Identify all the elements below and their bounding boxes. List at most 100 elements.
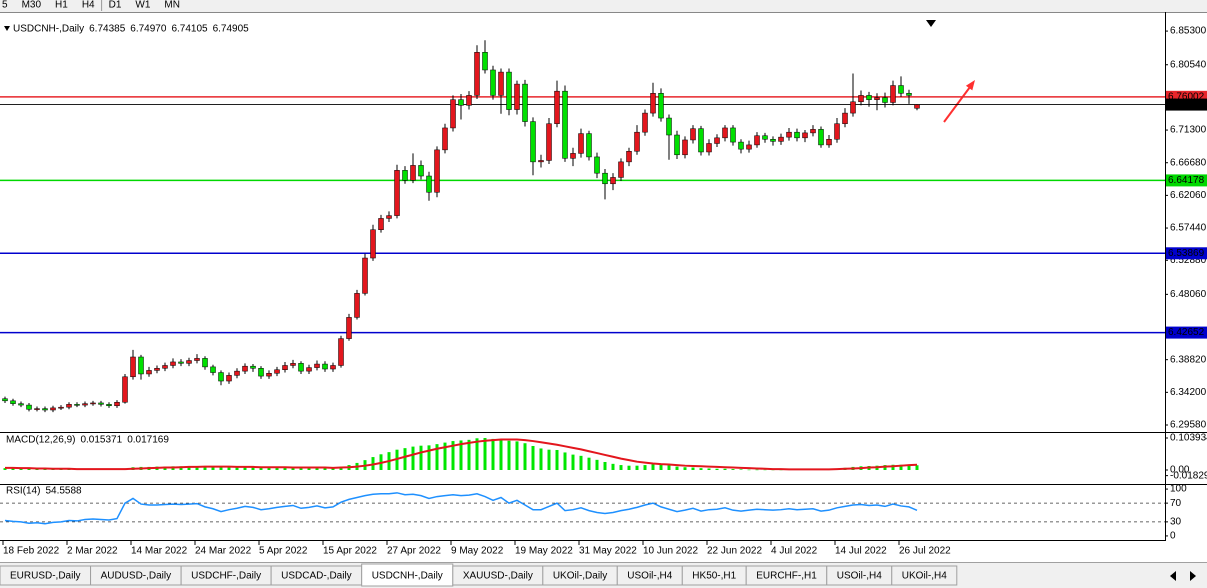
tab-label[interactable]: USOil-,H4 bbox=[837, 571, 882, 582]
y-tick-label: 6.80540 bbox=[1170, 59, 1207, 70]
candle-body bbox=[114, 401, 120, 407]
tab-label[interactable]: USDCHF-,Daily bbox=[191, 571, 261, 582]
x-tick-label: 14 Mar 2022 bbox=[131, 546, 188, 557]
tab-label[interactable]: USDCNH-,Daily bbox=[372, 571, 443, 582]
candle-body bbox=[474, 52, 480, 96]
candle-body bbox=[874, 97, 880, 100]
annotation-arrow-head bbox=[965, 80, 975, 91]
macd-bar bbox=[667, 465, 671, 470]
timeframe-button[interactable]: H1 bbox=[55, 0, 68, 11]
candle-body bbox=[418, 165, 424, 177]
chart-area bbox=[0, 12, 1207, 562]
timeframe-button[interactable]: M30 bbox=[22, 0, 42, 11]
x-tick-label: 19 May 2022 bbox=[515, 546, 573, 557]
tab-label[interactable]: USDCAD-,Daily bbox=[281, 571, 352, 582]
macd-signal-line bbox=[5, 438, 918, 471]
macd-bar bbox=[891, 464, 895, 470]
macd-bar bbox=[43, 469, 47, 470]
candle-body bbox=[642, 112, 648, 133]
tab-scroll-right[interactable] bbox=[1190, 571, 1196, 581]
candle-body bbox=[194, 358, 200, 361]
macd-bar bbox=[411, 446, 415, 470]
macd-bar bbox=[283, 467, 287, 470]
candle-body bbox=[618, 161, 624, 178]
x-tick-label: 15 Apr 2022 bbox=[323, 546, 377, 557]
macd-bar bbox=[331, 467, 335, 470]
x-tick-label: 27 Apr 2022 bbox=[387, 546, 441, 557]
candle-body bbox=[250, 365, 256, 369]
candle-body bbox=[106, 404, 112, 407]
timeframe-button[interactable]: W1 bbox=[135, 0, 150, 11]
candle-body bbox=[698, 128, 704, 153]
macd-bar bbox=[755, 469, 759, 471]
candle-body bbox=[314, 363, 320, 368]
candle-body bbox=[338, 338, 344, 366]
candle-body bbox=[218, 372, 224, 382]
macd-bar bbox=[643, 465, 647, 470]
price-tag-label: 6.53869 bbox=[1168, 248, 1205, 259]
timeframe-button[interactable]: D1 bbox=[109, 0, 122, 11]
timeframe-button[interactable]: MN bbox=[164, 0, 180, 11]
tab-label[interactable]: USOil-,H4 bbox=[627, 571, 672, 582]
candle-body bbox=[258, 368, 264, 377]
tab-label[interactable]: HK50-,H1 bbox=[692, 571, 736, 582]
candle-body bbox=[18, 403, 24, 406]
candle-body bbox=[498, 71, 504, 96]
open-value: 6.74385 bbox=[89, 24, 126, 35]
candle-body bbox=[234, 370, 240, 376]
tab-label[interactable]: EURUSD-,Daily bbox=[10, 571, 81, 582]
candle-body bbox=[162, 365, 168, 369]
candle-body bbox=[594, 156, 600, 174]
rsi-line bbox=[4, 492, 918, 525]
macd-bar bbox=[11, 468, 15, 470]
x-tick-label: 22 Jun 2022 bbox=[707, 546, 762, 557]
candle-body bbox=[58, 406, 64, 409]
candle-body bbox=[794, 131, 800, 139]
candle-body bbox=[186, 360, 192, 364]
candle-body bbox=[506, 71, 512, 110]
candle-body bbox=[202, 358, 208, 368]
tab-scroll-left[interactable] bbox=[1170, 571, 1176, 581]
candle-body bbox=[634, 131, 640, 152]
candle-body bbox=[434, 149, 440, 193]
y-tick-label: 70 bbox=[1170, 498, 1182, 509]
timeframe-button[interactable]: H4 bbox=[82, 0, 95, 11]
y-tick-label: -0.018297 bbox=[1170, 470, 1207, 481]
candle-body bbox=[554, 90, 560, 124]
high-value: 6.74970 bbox=[130, 24, 167, 35]
shift-marker bbox=[926, 20, 936, 27]
macd-bar bbox=[315, 467, 319, 470]
timeframe-button[interactable]: 5 bbox=[2, 0, 8, 11]
candle-body bbox=[738, 141, 744, 150]
candle-body bbox=[538, 160, 544, 163]
candle-body bbox=[674, 134, 680, 156]
candle-body bbox=[242, 365, 248, 372]
candle-body bbox=[810, 129, 816, 134]
candle-body bbox=[154, 368, 160, 371]
price-tag bbox=[1166, 98, 1207, 111]
tab[interactable] bbox=[891, 565, 958, 586]
macd-bar bbox=[227, 467, 231, 470]
candle-body bbox=[762, 135, 768, 140]
macd-bar bbox=[427, 445, 431, 470]
tab-label[interactable]: UKOil-,H4 bbox=[902, 571, 947, 582]
candle-body bbox=[522, 83, 528, 122]
macd-bar bbox=[275, 467, 279, 470]
tab-label[interactable]: XAUUSD-,Daily bbox=[463, 571, 533, 582]
toolbar bbox=[0, 0, 1207, 12]
y-tick-label: 0.00 bbox=[1170, 465, 1190, 476]
y-tick-label: 6.38820 bbox=[1170, 354, 1207, 365]
tab-label[interactable]: AUDUSD-,Daily bbox=[101, 571, 172, 582]
candle-body bbox=[306, 367, 312, 372]
candle-body bbox=[778, 136, 784, 142]
macd-bar bbox=[611, 463, 615, 470]
candle-body bbox=[690, 128, 696, 141]
candle-body bbox=[898, 85, 904, 94]
tab-label[interactable]: EURCHF-,H1 bbox=[756, 571, 817, 582]
tab-label[interactable]: UKOil-,Daily bbox=[553, 571, 607, 582]
macd-bar bbox=[507, 440, 511, 470]
low-value: 6.74105 bbox=[171, 24, 208, 35]
candle-body bbox=[98, 402, 104, 405]
candle-body bbox=[490, 69, 496, 96]
